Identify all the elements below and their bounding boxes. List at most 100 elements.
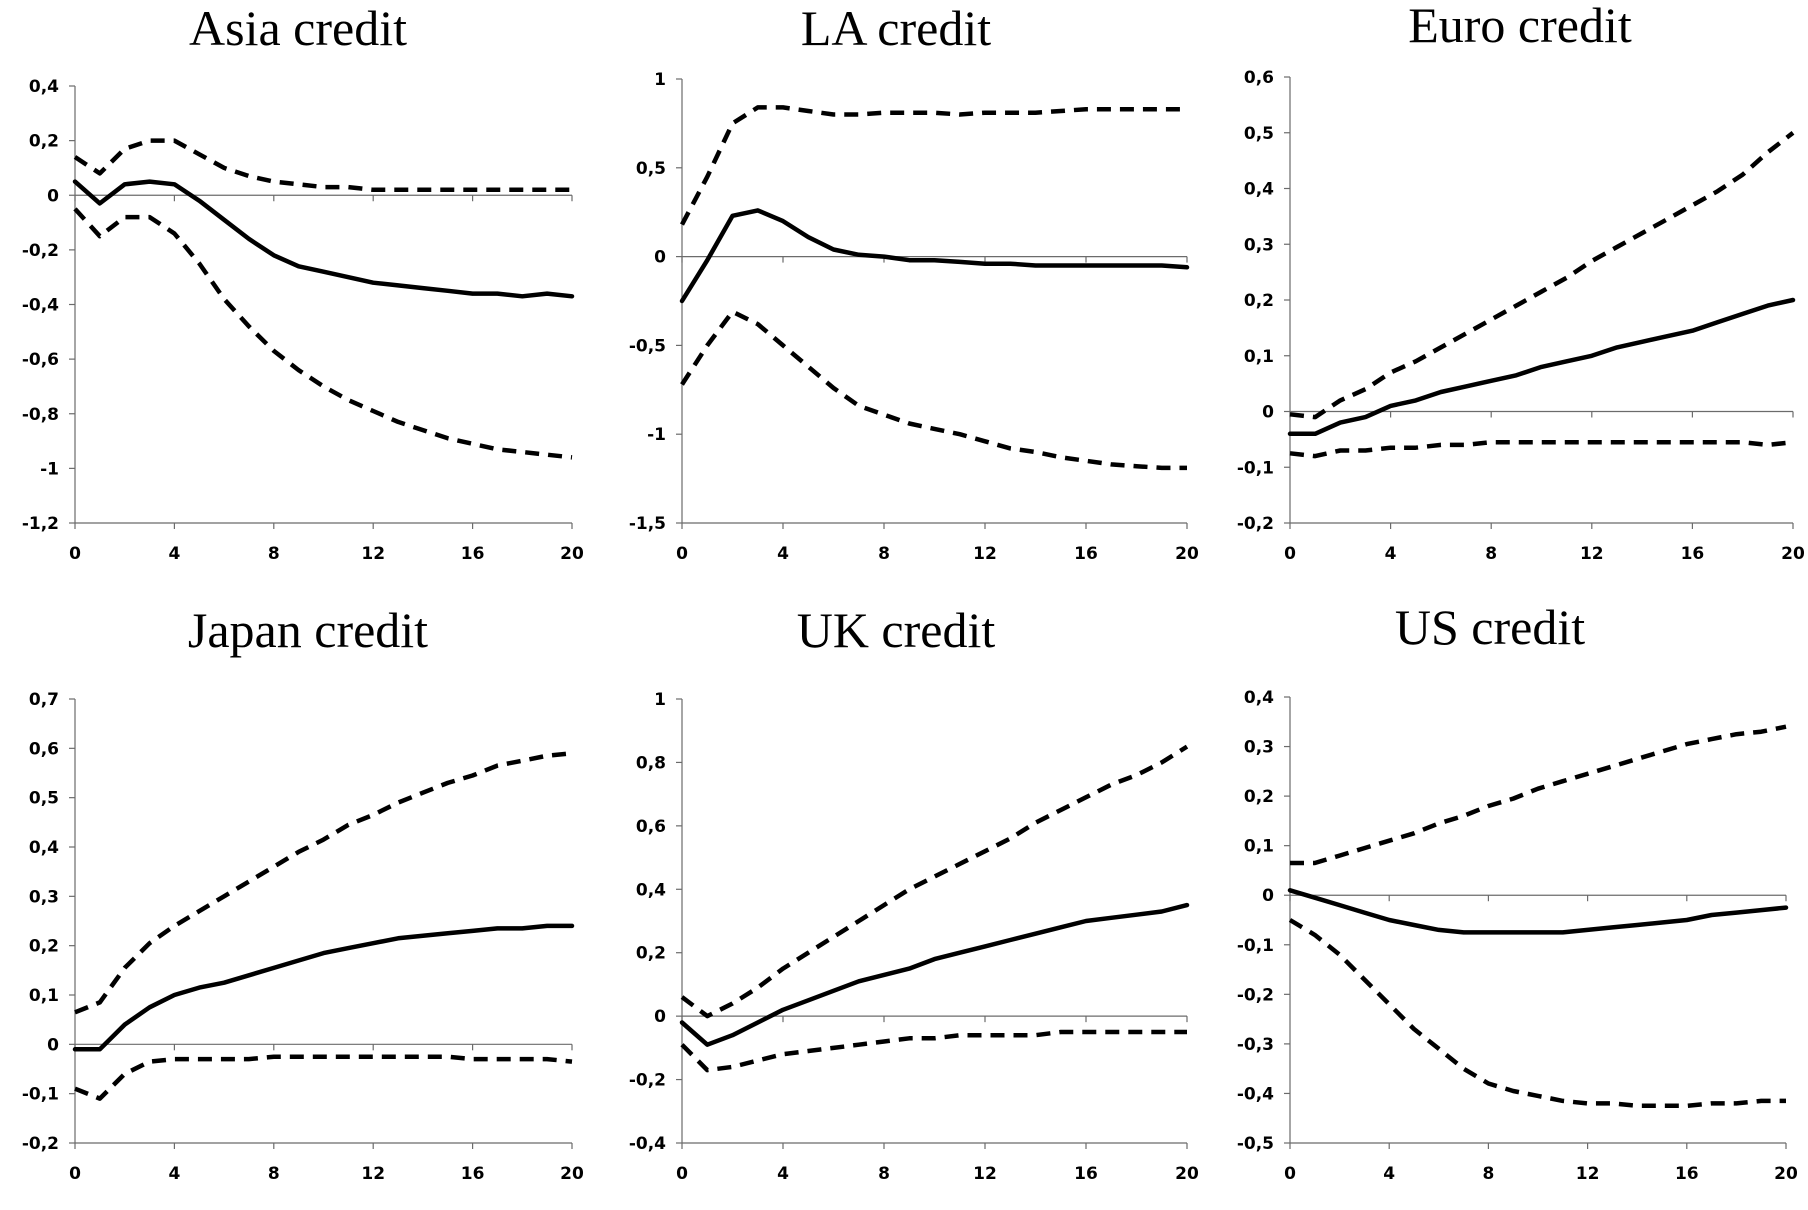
y-tick-label: 0 <box>47 1035 59 1055</box>
y-tick-label: -0,2 <box>1237 985 1274 1005</box>
y-tick-label: -0,8 <box>22 405 59 425</box>
y-tick-label: 0 <box>1262 886 1274 906</box>
y-tick-label: 1 <box>654 70 666 90</box>
y-tick-label: 0,3 <box>29 887 59 907</box>
x-tick-label: 0 <box>676 544 688 564</box>
x-tick-label: 4 <box>1385 544 1397 564</box>
confidence-band-line <box>73 138 572 193</box>
y-tick-label: -1,5 <box>629 514 666 534</box>
y-tick-label: -0,2 <box>22 1134 59 1154</box>
y-tick-label: 0,6 <box>29 739 59 759</box>
x-tick-label: 12 <box>1580 544 1604 564</box>
y-tick-label: -1 <box>40 459 59 479</box>
y-tick-label: 0,5 <box>29 789 59 809</box>
y-tick-label: 0,6 <box>636 817 666 837</box>
x-tick-label: 16 <box>461 1164 485 1184</box>
x-tick-label: 4 <box>168 1164 180 1184</box>
confidence-band-line <box>680 744 1189 1019</box>
x-tick-label: 12 <box>973 1164 997 1184</box>
impulse-response-line <box>1287 297 1796 437</box>
x-tick-label: 0 <box>1284 1164 1296 1184</box>
x-tick-label: 8 <box>1485 544 1497 564</box>
panel-title: UK credit <box>797 602 996 658</box>
x-tick-label: 16 <box>1681 544 1705 564</box>
y-tick-label: 0,5 <box>1244 124 1274 144</box>
y-tick-label: 0,2 <box>29 132 59 152</box>
panel-2: LA credit -1,5 -1 -0,5 0 0,5 1 0 4 8 12 16 20 <box>629 0 1199 564</box>
impulse-response-line <box>1287 888 1789 935</box>
y-tick-label: 0,7 <box>29 690 59 710</box>
y-tick-label: 0,4 <box>29 838 59 858</box>
panel-title: Japan credit <box>188 602 428 658</box>
y-tick-label: 0 <box>1262 403 1274 423</box>
x-tick-label: 20 <box>560 544 584 564</box>
y-tick-label: -0,4 <box>22 296 59 316</box>
x-tick-label: 12 <box>361 544 385 564</box>
panel-title: LA credit <box>801 0 991 56</box>
y-tick-label: -0,2 <box>22 241 59 261</box>
y-tick-label: 0,8 <box>636 753 666 773</box>
panel-title: US credit <box>1395 599 1585 655</box>
y-tick-label: 1 <box>654 690 666 710</box>
x-tick-label: 20 <box>1774 1164 1798 1184</box>
y-tick-label: 0,1 <box>1244 347 1274 367</box>
confidence-band-line <box>1288 918 1786 1109</box>
confidence-band-line <box>680 309 1187 471</box>
confidence-band-line <box>1289 131 1795 420</box>
impulse-response-line <box>72 179 575 299</box>
panel-title: Euro credit <box>1408 0 1632 53</box>
x-tick-label: 8 <box>878 544 890 564</box>
panel-1: Asia credit -1,2 -1 -0,8 -0,6 -0,4 -0,2 0 0,2 0,4… <box>22 0 584 564</box>
y-tick-label: -0,5 <box>1237 1134 1274 1154</box>
x-tick-label: 8 <box>268 544 280 564</box>
panel-title: Asia credit <box>189 0 407 56</box>
x-tick-label: 16 <box>1074 544 1098 564</box>
impulse-response-line <box>679 208 1190 304</box>
panel-3: Euro credit -0,2 -0,1 0 0,1 0,2 0,3 0,4 0,5 0,6 0 4… <box>1237 0 1805 564</box>
y-tick-label: 0,3 <box>1244 235 1274 255</box>
y-tick-label: -0,6 <box>22 350 59 370</box>
y-tick-label: 0,1 <box>29 986 59 1006</box>
y-tick-label: 0 <box>654 248 666 268</box>
confidence-band-line <box>680 105 1187 226</box>
x-tick-label: 0 <box>69 1164 81 1184</box>
y-tick-label: -1 <box>647 425 666 445</box>
x-tick-label: 20 <box>1781 544 1805 564</box>
y-tick-label: -0,4 <box>629 1134 666 1154</box>
y-tick-label: -0,2 <box>629 1071 666 1091</box>
x-tick-label: 4 <box>168 544 180 564</box>
x-tick-label: 20 <box>1175 544 1199 564</box>
x-tick-label: 16 <box>1074 1164 1098 1184</box>
y-tick-label: 0,1 <box>1244 837 1274 857</box>
y-tick-label: 0,5 <box>636 159 666 179</box>
x-tick-label: 20 <box>1175 1164 1199 1184</box>
y-tick-label: -0,5 <box>629 336 666 356</box>
confidence-band-line <box>1290 724 1787 866</box>
x-tick-label: 8 <box>878 1164 890 1184</box>
x-tick-label: 0 <box>676 1164 688 1184</box>
y-tick-label: 0 <box>654 1007 666 1027</box>
x-tick-label: 0 <box>69 544 81 564</box>
x-tick-label: 0 <box>1284 544 1296 564</box>
x-tick-label: 16 <box>461 544 485 564</box>
panel-6: US credit -0,5 -0,4 -0,3 -0,2 -0,1 0 0,1 0,2 0,3 0… <box>1237 599 1798 1184</box>
y-tick-label: 0,4 <box>29 77 59 97</box>
y-tick-label: -0,1 <box>1237 458 1274 478</box>
y-tick-label: 0 <box>47 186 59 206</box>
y-tick-label: -0,1 <box>1237 936 1274 956</box>
x-tick-label: 12 <box>1576 1164 1600 1184</box>
confidence-band-line <box>73 207 573 460</box>
y-tick-label: 0,2 <box>1244 291 1274 311</box>
impulse-response-line <box>679 902 1190 1047</box>
x-tick-label: 12 <box>973 544 997 564</box>
y-tick-label: -0,3 <box>1237 1035 1274 1055</box>
panel-5: UK credit -0,4 -0,2 0 0,2 0,4 0,6 0,8 1 0 4 8 12 16 20 <box>629 602 1199 1184</box>
y-tick-label: -0,2 <box>1237 514 1274 534</box>
y-tick-label: 0,3 <box>1244 738 1274 758</box>
confidence-band-line <box>74 751 573 1015</box>
y-tick-label: -1,2 <box>22 514 59 534</box>
x-tick-label: 4 <box>1383 1164 1395 1184</box>
y-tick-label: 0,4 <box>1244 180 1274 200</box>
confidence-band-line <box>74 1054 573 1101</box>
